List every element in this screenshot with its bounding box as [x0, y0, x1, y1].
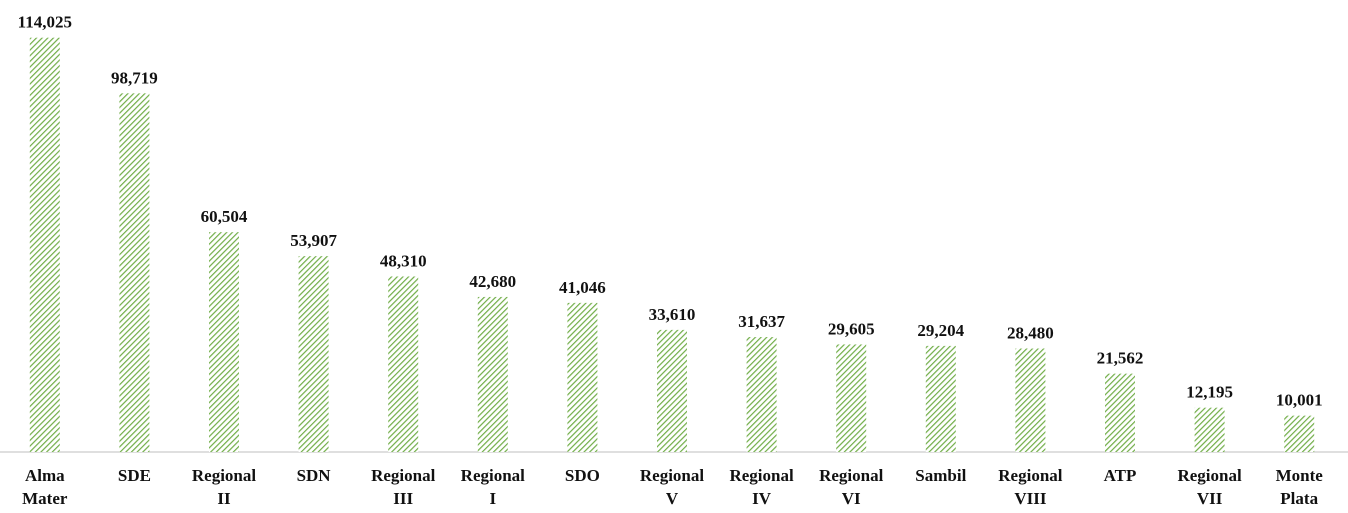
- x-tick-label: Regional VII: [1177, 466, 1242, 508]
- data-label: 29,204: [917, 321, 964, 340]
- x-tick-label: Regional III: [371, 466, 436, 508]
- bar: [1105, 373, 1135, 452]
- bar: [836, 344, 867, 452]
- x-tick-label: Regional V: [640, 466, 705, 508]
- x-tick-label: Regional IV: [729, 466, 794, 508]
- x-tick-label: SDO: [565, 466, 600, 485]
- x-tick-label: Regional I: [461, 466, 526, 508]
- bar: [746, 337, 777, 452]
- bar: [29, 37, 60, 452]
- bar: [209, 232, 239, 452]
- x-tick-label: Regional VI: [819, 466, 884, 508]
- bar: [1015, 348, 1046, 452]
- data-label: 53,907: [290, 231, 337, 250]
- data-label: 33,610: [649, 305, 696, 324]
- x-tick-label: SDE: [118, 466, 151, 485]
- data-label: 21,562: [1097, 349, 1144, 368]
- data-label: 10,001: [1276, 391, 1323, 410]
- bar: [388, 276, 419, 452]
- data-label: 42,680: [469, 272, 516, 291]
- data-label: 31,637: [738, 312, 785, 331]
- data-label: 28,480: [1007, 324, 1054, 343]
- data-label: 60,504: [201, 207, 248, 226]
- bar: [567, 302, 598, 452]
- x-tick-label: Regional VIII: [998, 466, 1063, 508]
- bar: [1284, 415, 1315, 452]
- x-tick-label: Sambil: [915, 466, 966, 485]
- data-label: 41,046: [559, 278, 606, 297]
- bar: [119, 93, 150, 452]
- bar: [657, 329, 687, 452]
- data-label: 12,195: [1186, 383, 1233, 402]
- x-tick-label: ATP: [1104, 466, 1137, 485]
- x-tick-label: Regional II: [192, 466, 257, 508]
- x-tick-label: Alma Mater: [22, 466, 68, 508]
- data-label: 98,719: [111, 68, 158, 87]
- bar: [298, 256, 329, 452]
- bar: [477, 296, 508, 452]
- x-tick-label: SDN: [297, 466, 332, 485]
- bar: [1194, 407, 1225, 452]
- data-label: 48,310: [380, 251, 427, 270]
- data-label: 29,605: [828, 319, 875, 338]
- bar: [925, 345, 956, 452]
- x-tick-label: Monte Plata: [1276, 466, 1324, 508]
- data-label: 114,025: [18, 13, 72, 32]
